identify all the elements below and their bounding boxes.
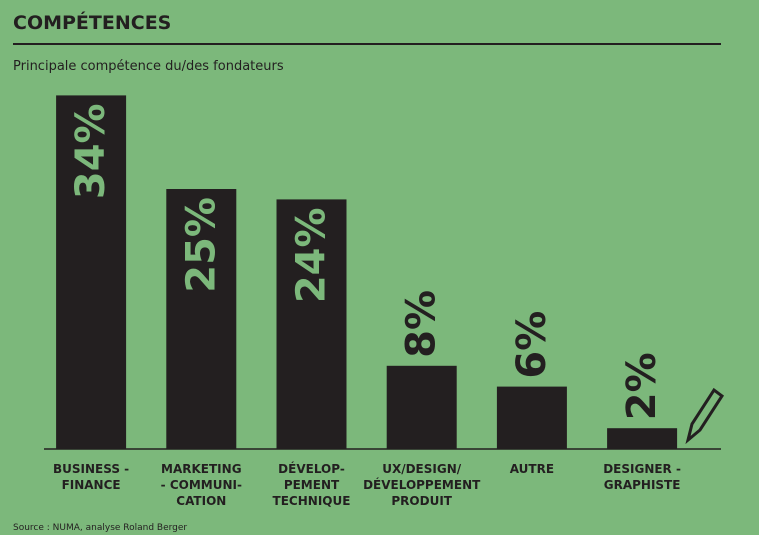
bar bbox=[496, 386, 567, 449]
x-tick-label: DESIGNER - GRAPHISTE bbox=[603, 462, 681, 492]
value-label: 2% bbox=[619, 352, 665, 420]
bar bbox=[276, 199, 347, 449]
bar bbox=[386, 365, 457, 449]
chart-title: COMPÉTENCES bbox=[13, 11, 171, 34]
value-label: 6% bbox=[509, 311, 555, 379]
bar bbox=[607, 428, 678, 449]
bar bbox=[166, 189, 237, 449]
value-label: 34% bbox=[68, 103, 114, 199]
x-tick-label: AUTRE bbox=[509, 462, 555, 476]
chart-subtitle: Principale compétence du/des fondateurs bbox=[13, 59, 284, 74]
value-label: 25% bbox=[178, 197, 224, 293]
value-label: 8% bbox=[399, 290, 445, 358]
x-tick-label: UX/DESIGN/ DÉVELOPPEMENT PRODUIT bbox=[363, 462, 481, 508]
x-tick-label: BUSINESS - FINANCE bbox=[53, 462, 130, 492]
x-tick-label: DÉVELOP- PEMENT TECHNIQUE bbox=[272, 462, 351, 508]
value-label: 24% bbox=[289, 207, 335, 303]
pencil-icon bbox=[685, 387, 725, 445]
x-tick-label: MARKETING - COMMUNI- CATION bbox=[160, 462, 242, 508]
source: Source : NUMA, analyse Roland Berger bbox=[13, 523, 187, 533]
bar bbox=[56, 95, 127, 450]
